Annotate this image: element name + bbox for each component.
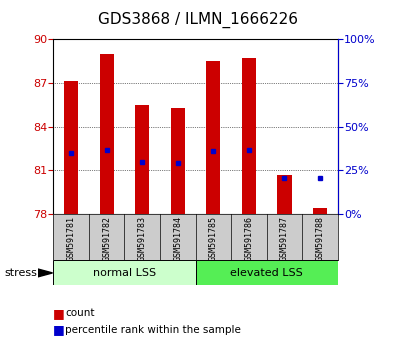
Text: GSM591788: GSM591788 — [316, 216, 324, 262]
Bar — [196, 260, 338, 285]
Text: GSM591785: GSM591785 — [209, 216, 218, 262]
Bar — [64, 81, 78, 214]
Text: stress: stress — [4, 268, 37, 278]
Bar — [313, 208, 327, 214]
Text: GSM591787: GSM591787 — [280, 216, 289, 262]
Bar — [206, 61, 220, 214]
Text: GSM591782: GSM591782 — [102, 216, 111, 262]
Text: ■: ■ — [53, 307, 65, 320]
Bar — [53, 260, 196, 285]
Text: GDS3868 / ILMN_1666226: GDS3868 / ILMN_1666226 — [98, 11, 297, 28]
Bar — [277, 175, 292, 214]
Bar — [242, 58, 256, 214]
Text: GSM591784: GSM591784 — [173, 216, 182, 262]
Bar — [171, 108, 185, 214]
Text: GSM591783: GSM591783 — [138, 216, 147, 262]
Text: percentile rank within the sample: percentile rank within the sample — [65, 325, 241, 335]
Text: GSM591781: GSM591781 — [67, 216, 75, 262]
Text: elevated LSS: elevated LSS — [230, 268, 303, 278]
Text: GSM591786: GSM591786 — [245, 216, 253, 262]
Bar — [100, 53, 114, 214]
Text: count: count — [65, 308, 95, 318]
Text: ■: ■ — [53, 324, 65, 336]
Polygon shape — [38, 269, 53, 277]
Bar — [135, 105, 149, 214]
Text: normal LSS: normal LSS — [93, 268, 156, 278]
